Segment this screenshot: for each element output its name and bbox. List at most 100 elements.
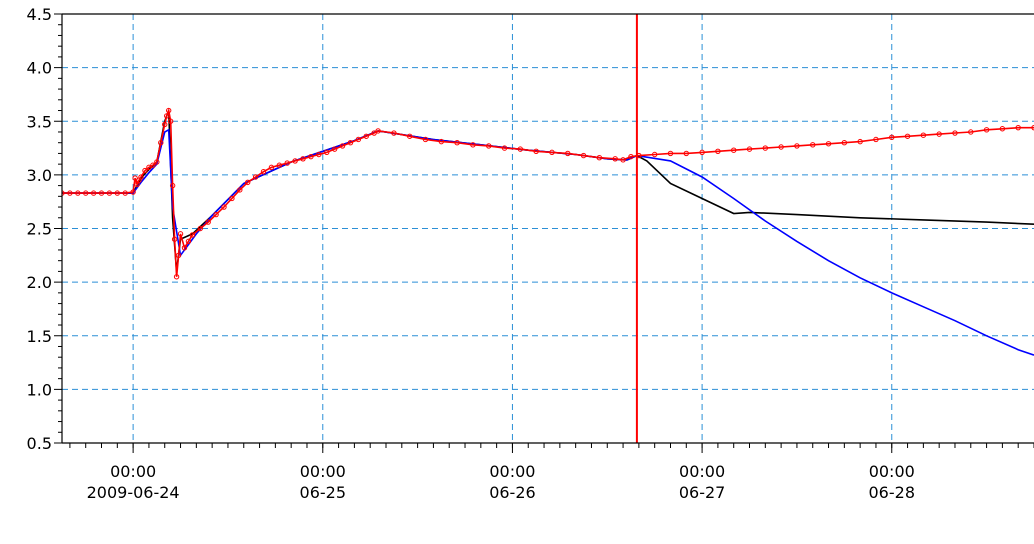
- data-point-marker: [363, 133, 369, 139]
- data-point-marker: [122, 190, 128, 196]
- data-point-marker: [699, 149, 705, 156]
- data-point-marker: [130, 189, 136, 195]
- data-point-marker: [794, 143, 800, 149]
- x-tick-date-label: 06-25: [300, 483, 347, 502]
- data-point-marker: [276, 162, 283, 168]
- axes: 0.5 1.0 1.5 2.0 2.5 3.0 3.5 4.0 4.5 00:00 2009-06-…: [27, 5, 1034, 502]
- data-point-marker: [620, 157, 626, 163]
- data-point-marker: [284, 160, 290, 166]
- data-point-marker: [173, 274, 180, 280]
- data-point-marker: [486, 143, 492, 149]
- data-point-marker: [438, 138, 445, 145]
- x-tick-time-label: 00:00: [110, 462, 156, 481]
- data-point-marker: [164, 113, 170, 119]
- data-point-marker: [952, 130, 958, 136]
- data-point-marker: [983, 127, 990, 133]
- data-point-marker: [841, 140, 848, 146]
- data-point-marker: [746, 146, 753, 152]
- data-point-marker: [549, 149, 555, 156]
- data-point-marker: [316, 151, 322, 158]
- data-point-marker: [762, 145, 769, 151]
- data-point-marker: [628, 153, 634, 160]
- data-point-marker: [75, 190, 81, 196]
- data-point-marker: [339, 143, 346, 149]
- data-point-marker: [177, 231, 184, 237]
- grid-lines: [62, 14, 1034, 443]
- data-point-marker: [810, 142, 816, 148]
- x-tick-date-label: 06-28: [869, 483, 916, 502]
- data-point-marker: [667, 150, 674, 157]
- data-point-marker: [454, 140, 460, 146]
- data-point-marker: [98, 190, 105, 196]
- data-point-marker: [67, 190, 73, 196]
- data-point-marker: [612, 156, 618, 162]
- data-point-marker: [1015, 124, 1021, 131]
- data-point-marker: [229, 195, 235, 202]
- data-point-marker: [134, 181, 140, 188]
- data-point-marker: [857, 138, 863, 145]
- x-tick-time-label: 00:00: [300, 462, 346, 481]
- data-point-marker: [171, 236, 178, 242]
- data-point-marker: [106, 190, 113, 196]
- y-tick-label: 1.5: [27, 327, 52, 346]
- data-point-marker: [162, 121, 168, 128]
- data-point-marker: [132, 175, 138, 181]
- data-point-marker: [715, 148, 721, 154]
- data-point-marker: [422, 136, 429, 143]
- data-point-marker: [175, 252, 182, 259]
- data-point-marker: [920, 132, 927, 138]
- data-point-marker: [165, 107, 172, 114]
- data-point-marker: [324, 149, 330, 156]
- x-tick-time-label: 00:00: [489, 462, 535, 481]
- y-tick-label: 3.5: [27, 112, 52, 131]
- data-point-marker: [501, 145, 508, 151]
- data-point-marker: [873, 136, 879, 143]
- data-point-marker: [146, 164, 152, 171]
- data-point-marker: [936, 131, 942, 137]
- data-point-marker: [300, 156, 306, 162]
- series-line-1: [62, 110, 1034, 272]
- y-tick-label: 3.0: [27, 166, 52, 185]
- data-point-marker: [308, 153, 314, 160]
- data-point-marker: [731, 147, 737, 153]
- data-point-marker: [968, 129, 974, 135]
- data-point-marker: [580, 152, 587, 159]
- data-point-marker: [268, 164, 275, 171]
- y-tick-label: 0.5: [27, 434, 52, 453]
- series-layer: [62, 14, 1034, 443]
- data-point-marker: [371, 130, 377, 136]
- data-point-marker: [533, 148, 539, 154]
- data-point-marker: [331, 146, 338, 152]
- y-tick-label: 4.5: [27, 5, 52, 24]
- data-point-marker: [189, 232, 196, 238]
- data-point-marker: [245, 179, 251, 186]
- y-tick-label: 1.0: [27, 380, 52, 399]
- y-tick-label: 2.5: [27, 220, 52, 239]
- data-point-marker: [205, 219, 211, 225]
- series-line-3: [62, 107, 1034, 277]
- data-point-marker: [347, 140, 354, 146]
- data-point-marker: [142, 167, 148, 174]
- data-point-marker: [904, 133, 911, 139]
- data-point-marker: [651, 151, 658, 158]
- data-point-marker: [62, 190, 65, 196]
- data-point-marker: [185, 238, 192, 245]
- data-point-marker: [999, 126, 1006, 132]
- data-point-marker: [181, 245, 188, 251]
- data-point-marker: [197, 225, 203, 232]
- y-tick-label: 2.0: [27, 273, 52, 292]
- data-point-marker: [213, 211, 219, 218]
- series-line-2: [62, 128, 1034, 356]
- data-point-marker: [778, 144, 784, 150]
- data-point-marker: [167, 118, 174, 124]
- data-point-marker: [407, 133, 413, 139]
- data-point-marker: [114, 190, 121, 196]
- data-point-marker: [90, 190, 97, 196]
- data-point-marker: [260, 168, 267, 175]
- data-point-marker: [889, 134, 895, 141]
- y-tick-label: 4.0: [27, 59, 52, 78]
- data-point-marker: [1031, 124, 1034, 131]
- data-point-marker: [517, 146, 524, 152]
- data-point-marker: [237, 187, 243, 193]
